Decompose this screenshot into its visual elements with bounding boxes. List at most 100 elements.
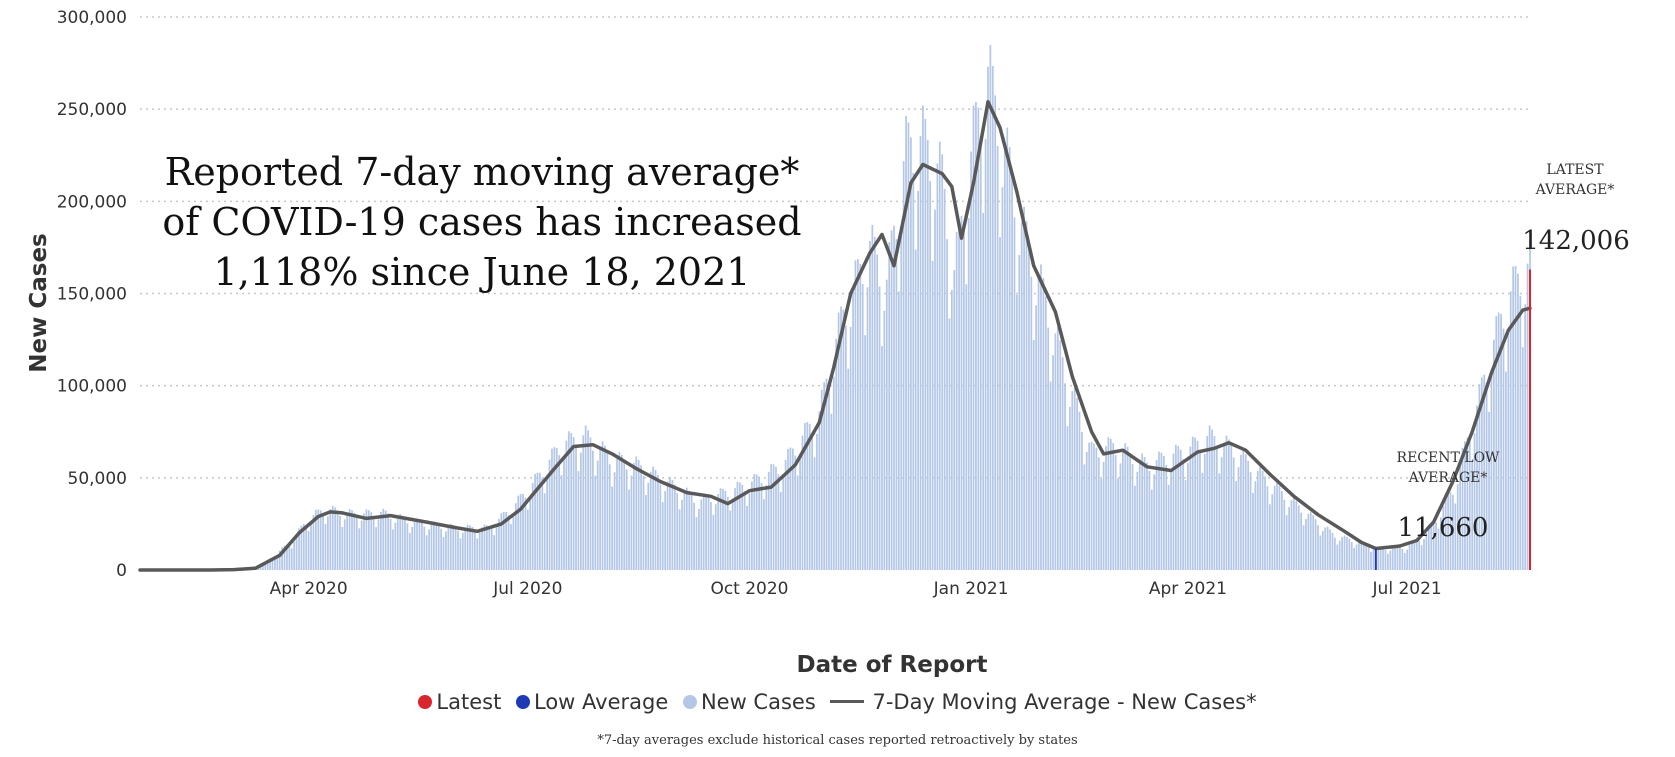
- new-cases-bar: [818, 411, 821, 570]
- new-cases-bar: [500, 513, 503, 570]
- new-cases-bar: [984, 138, 987, 570]
- new-cases-bar: [1025, 221, 1028, 570]
- new-cases-bar: [1259, 466, 1262, 570]
- new-cases-bar: [654, 469, 657, 570]
- new-cases-bar: [816, 433, 818, 570]
- new-cases-bar: [1184, 480, 1187, 570]
- new-cases-bar: [717, 494, 720, 570]
- new-cases-bar: [890, 230, 893, 570]
- new-cases-bar: [1268, 504, 1271, 570]
- legend-item-low-average[interactable]: Low Average: [516, 690, 668, 714]
- new-cases-bar: [623, 459, 626, 570]
- new-cases-bar: [1492, 339, 1495, 570]
- new-cases-bar: [782, 476, 785, 570]
- new-cases-bar: [861, 283, 864, 570]
- new-cases-bar: [1324, 527, 1327, 570]
- new-cases-bar: [1252, 493, 1254, 570]
- new-cases-bar: [917, 190, 919, 570]
- new-cases-bar: [714, 504, 717, 570]
- new-cases-bar: [996, 145, 999, 571]
- new-cases-bar: [1406, 549, 1409, 570]
- new-cases-bar: [570, 432, 573, 570]
- new-cases-bar: [529, 496, 532, 570]
- new-cases-bar: [950, 290, 953, 570]
- new-cases-bar: [683, 491, 686, 570]
- new-cases-bar: [934, 209, 936, 570]
- new-cases-bar: [1314, 519, 1317, 570]
- new-cases-bar: [1119, 463, 1122, 570]
- new-cases-bar: [418, 520, 421, 570]
- new-cases-bar: [1471, 460, 1474, 570]
- y-tick-label: 50,000: [68, 469, 127, 489]
- new-cases-bar: [1326, 526, 1329, 570]
- new-cases-bar: [457, 530, 459, 570]
- new-cases-bar: [897, 291, 900, 570]
- new-cases-bar: [1020, 221, 1023, 571]
- new-cases-bar: [963, 230, 965, 570]
- new-cases-bar: [760, 483, 763, 570]
- new-cases-bar: [1442, 505, 1445, 570]
- new-cases-bar: [454, 527, 457, 570]
- new-cases-bar: [840, 306, 842, 570]
- new-cases-bar: [1150, 489, 1153, 570]
- low-label-line-2: AVERAGE*: [1408, 470, 1488, 486]
- new-cases-bar: [926, 140, 929, 570]
- new-cases-bar: [1247, 460, 1250, 570]
- new-cases-bar: [524, 497, 527, 570]
- new-cases-bar: [710, 502, 712, 570]
- new-cases-bar: [630, 475, 633, 570]
- new-cases-bar: [888, 242, 891, 570]
- new-cases-bar: [416, 518, 418, 570]
- new-cases-bar: [1480, 377, 1483, 570]
- new-cases-bar: [734, 488, 736, 570]
- legend-label-latest: Latest: [436, 690, 502, 714]
- new-cases-bar: [1160, 452, 1163, 570]
- new-cases-bar: [1350, 541, 1353, 570]
- new-cases-bar: [1249, 472, 1252, 570]
- new-cases-bar: [1069, 406, 1071, 570]
- moving-average-line: [138, 100, 1532, 572]
- new-cases-bar: [1305, 519, 1307, 570]
- new-cases-bar: [587, 430, 589, 570]
- new-cases-bar: [1276, 482, 1278, 570]
- new-cases-bar: [1281, 491, 1283, 570]
- new-cases-bar: [341, 526, 344, 570]
- legend-item-moving-average[interactable]: 7-Day Moving Average - New Cases*: [830, 690, 1257, 714]
- new-cases-bar: [876, 254, 879, 570]
- new-cases-bar: [972, 105, 975, 570]
- new-cases-bar: [1076, 398, 1078, 570]
- new-cases-bar: [452, 525, 455, 570]
- new-cases-bar: [355, 517, 358, 570]
- new-cases-bar: [486, 525, 488, 570]
- new-cases-bar: [604, 445, 606, 570]
- new-cases-bar: [666, 481, 669, 570]
- new-cases-bar: [1237, 467, 1240, 570]
- new-cases-bar: [266, 563, 269, 570]
- y-tick-label: 100,000: [57, 377, 127, 397]
- new-cases-bar: [869, 240, 871, 570]
- new-cases-bar: [471, 527, 474, 570]
- new-cases-bar: [1399, 547, 1401, 570]
- new-cases-bar: [1095, 447, 1098, 570]
- y-axis-ticks: 0 50,000 100,000 150,000 200,000 250,000 300,0…: [57, 8, 127, 581]
- new-cases-bar: [437, 524, 440, 570]
- new-cases-bar: [1061, 357, 1064, 570]
- new-cases-bar: [1454, 503, 1457, 570]
- new-cases-bar: [295, 534, 298, 570]
- new-cases-bar: [601, 441, 604, 570]
- new-cases-bar: [551, 448, 553, 570]
- new-cases-bar: [941, 154, 944, 570]
- new-cases-bar: [895, 239, 898, 570]
- new-cases-bar: [483, 524, 486, 570]
- new-cases-bar: [358, 528, 361, 570]
- legend-item-latest[interactable]: Latest: [418, 690, 501, 714]
- new-cases-bar: [1346, 536, 1348, 570]
- new-cases-bar: [1081, 431, 1083, 570]
- new-cases-bar: [743, 491, 746, 570]
- x-axis-ticks: Apr 2020 Jul 2020 Oct 2020 Jan 2021 Apr 2021…: [270, 579, 1442, 599]
- legend-item-new-cases[interactable]: New Cases: [682, 690, 816, 714]
- headline-line-2: of COVID-19 cases has increased: [162, 200, 801, 244]
- new-cases-bar: [1461, 447, 1464, 570]
- new-cases-bar: [1090, 441, 1093, 570]
- new-cases-bar: [469, 525, 471, 570]
